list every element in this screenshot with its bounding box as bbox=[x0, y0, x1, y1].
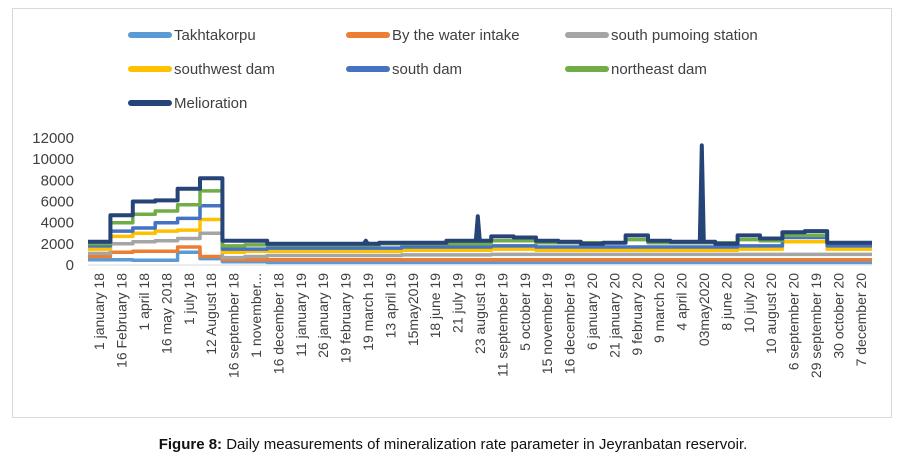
legend-swatch bbox=[346, 66, 390, 72]
legend-item: Melioration bbox=[128, 94, 247, 112]
series-line bbox=[88, 203, 872, 251]
legend-item: northeast dam bbox=[565, 60, 707, 78]
x-tick-label: 16 February 18 bbox=[114, 273, 130, 368]
x-tick-label: 6 september 20 bbox=[786, 273, 802, 370]
legend-item: south dam bbox=[346, 60, 462, 78]
x-tick-label: 8 june 20 bbox=[718, 273, 734, 331]
x-tick-label: 1 july 18 bbox=[181, 273, 197, 325]
y-tick-label: 2000 bbox=[41, 236, 74, 253]
x-tick-label: 1 april 18 bbox=[136, 273, 152, 331]
x-tick-label: 5 october 19 bbox=[517, 273, 533, 351]
x-tick-label: 1 november... bbox=[248, 273, 264, 358]
x-tick-label: 19 march 19 bbox=[360, 273, 376, 351]
y-tick-label: 4000 bbox=[41, 215, 74, 232]
chart-frame bbox=[12, 8, 892, 418]
x-tick-label: 30 october 20 bbox=[830, 273, 846, 359]
y-tick-label: 8000 bbox=[41, 172, 74, 189]
series-line bbox=[88, 189, 872, 248]
legend-swatch bbox=[565, 32, 609, 38]
legend-swatch bbox=[128, 100, 172, 106]
x-tick-label: 11 september 19 bbox=[494, 273, 510, 377]
x-tick-label: 15 november 19 bbox=[539, 273, 555, 374]
series-line bbox=[88, 231, 872, 260]
x-tick-label: 10 august 20 bbox=[763, 273, 779, 354]
series-lines bbox=[88, 143, 872, 265]
x-tick-label: 26 january 19 bbox=[315, 273, 331, 358]
x-tick-label: 16 december 19 bbox=[562, 273, 578, 374]
y-tick-label: 12000 bbox=[32, 130, 74, 147]
legend-item: south pumoing station bbox=[565, 26, 758, 44]
legend-swatch bbox=[565, 66, 609, 72]
figure-caption: Figure 8: Daily measurements of minerali… bbox=[0, 436, 906, 453]
legend-label: south pumoing station bbox=[611, 26, 758, 44]
x-tick-label: 4 april 20 bbox=[674, 273, 690, 331]
x-tick-label: 23 august 19 bbox=[472, 273, 488, 354]
legend-label: northeast dam bbox=[611, 60, 707, 78]
x-tick-label: 6 january 20 bbox=[584, 273, 600, 350]
legend-label: Melioration bbox=[174, 94, 248, 112]
legend-item: southwest dam bbox=[128, 60, 275, 78]
legend-item: Takhtakorpu bbox=[128, 26, 256, 44]
legend-label: Takhtakorpu bbox=[174, 26, 256, 44]
x-tick-label: 16 may 2018 bbox=[158, 273, 174, 354]
series-spike bbox=[697, 143, 706, 242]
line-chart: 0 2000 4000 6000 8000 10000 12000 1 january 18… bbox=[32, 130, 872, 378]
series-line bbox=[88, 245, 872, 262]
x-tick-label: 11 january 19 bbox=[293, 273, 309, 357]
legend-swatch bbox=[128, 32, 172, 38]
y-axis: 0 2000 4000 6000 8000 10000 12000 bbox=[32, 130, 74, 274]
legend-swatch bbox=[128, 66, 172, 72]
series-spike bbox=[473, 214, 482, 241]
y-tick-label: 10000 bbox=[32, 151, 74, 168]
series-spike bbox=[362, 238, 370, 245]
legend-swatch bbox=[346, 32, 390, 38]
x-tick-label: 15may2019 bbox=[405, 273, 421, 346]
x-tick-label: 7 december 20 bbox=[853, 273, 869, 367]
x-tick-label: 29 september 19 bbox=[808, 273, 824, 378]
x-tick-label: 9 march 20 bbox=[651, 273, 667, 343]
series-line bbox=[88, 250, 872, 265]
series-line bbox=[88, 176, 872, 246]
series-line bbox=[88, 217, 872, 255]
x-tick-label: 16 september 18 bbox=[226, 273, 242, 378]
legend-label: By the water intake bbox=[392, 26, 520, 44]
y-tick-label: 6000 bbox=[41, 194, 74, 211]
x-tick-label: 21 july 19 bbox=[450, 273, 466, 333]
legend-item: By the water intake bbox=[346, 26, 520, 44]
x-tick-label: 16 december 18 bbox=[270, 273, 286, 374]
x-axis: 1 january 18 16 February 18 1 april 18 16 m… bbox=[91, 273, 869, 378]
x-tick-label: 12 August 18 bbox=[203, 273, 219, 355]
x-tick-label: 03may2020 bbox=[696, 273, 712, 346]
x-tick-label: 21 january 20 bbox=[606, 273, 622, 358]
legend-label: southwest dam bbox=[174, 60, 275, 78]
legend-label: south dam bbox=[392, 60, 463, 78]
y-tick-label: 0 bbox=[66, 257, 74, 274]
figure-caption-label: Figure 8: bbox=[158, 436, 223, 453]
x-tick-label: 13 april 19 bbox=[382, 273, 398, 339]
x-tick-label: 1 january 18 bbox=[91, 273, 107, 350]
x-tick-label: 9 february 20 bbox=[629, 273, 645, 356]
figure-caption-text: Daily measurements of mineralization rat… bbox=[222, 436, 748, 453]
x-tick-label: 18 june 19 bbox=[427, 273, 443, 339]
x-tick-label: 19 february 19 bbox=[338, 273, 354, 363]
x-tick-label: 10 july 20 bbox=[741, 273, 757, 333]
